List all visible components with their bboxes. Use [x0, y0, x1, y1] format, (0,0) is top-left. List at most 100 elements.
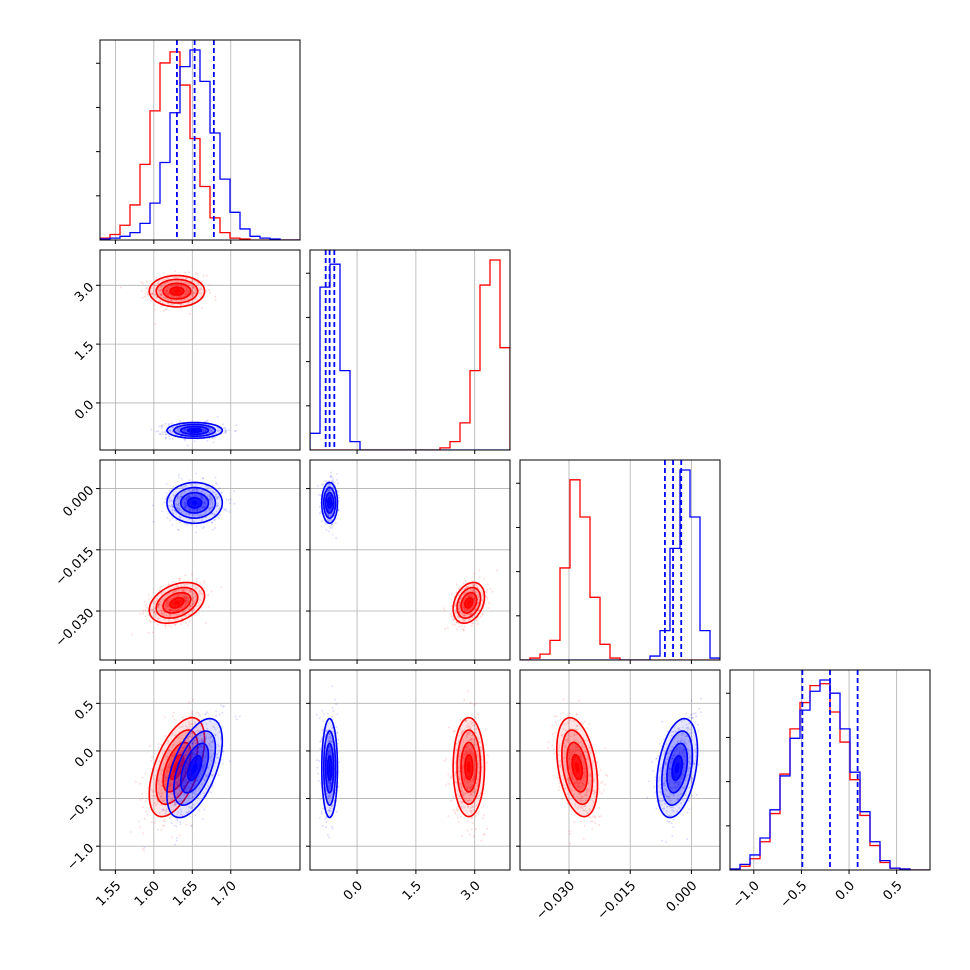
sample-point: [184, 740, 187, 743]
sample-point: [457, 594, 460, 597]
sample-point: [203, 502, 206, 505]
sample-point: [184, 574, 187, 577]
sample-point: [471, 805, 474, 808]
sample-point: [159, 586, 162, 589]
sample-point: [171, 438, 174, 440]
sample-point: [172, 580, 175, 583]
sample-point: [328, 750, 331, 753]
sample-point: [165, 289, 168, 292]
sample-point: [481, 594, 484, 597]
sample-point: [449, 775, 452, 778]
sample-point: [152, 504, 155, 507]
sample-point: [188, 495, 191, 498]
sample-point: [321, 709, 324, 712]
sample-point: [213, 436, 216, 439]
sample-point: [172, 426, 175, 429]
sample-point: [335, 703, 338, 706]
sample-point: [482, 792, 485, 795]
sample-point: [168, 748, 171, 751]
sample-point: [164, 779, 166, 782]
sample-point: [461, 618, 464, 621]
sample-point: [192, 489, 195, 492]
sample-point: [181, 612, 184, 615]
sample-point: [185, 600, 188, 603]
sample-point: [160, 789, 163, 792]
sample-point: [475, 782, 478, 785]
sample-point: [183, 497, 186, 500]
sample-point: [207, 486, 210, 489]
sample-point: [201, 496, 204, 499]
sample-point: [470, 794, 473, 797]
sample-point: [176, 593, 179, 596]
sample-point: [174, 276, 177, 279]
sample-point: [327, 781, 330, 784]
sample-point: [458, 607, 461, 610]
sample-point: [151, 756, 154, 759]
sample-point: [464, 591, 467, 594]
sample-point: [205, 485, 208, 488]
sample-point: [329, 509, 332, 512]
sample-point: [151, 791, 154, 793]
sample-point: [327, 740, 330, 743]
sample-point: [461, 729, 464, 732]
sample-point: [193, 286, 196, 289]
sample-point: [484, 729, 487, 731]
sample-point: [151, 794, 154, 797]
sample-point: [172, 591, 174, 594]
sample-point: [164, 623, 167, 626]
sample-point: [158, 425, 161, 428]
sample-point: [144, 293, 147, 296]
sample-point: [211, 512, 214, 515]
sample-point: [171, 509, 174, 512]
sample-point: [185, 595, 187, 598]
sample-point: [318, 717, 321, 720]
sample-point: [331, 715, 334, 718]
sample-point: [477, 777, 480, 780]
sample-point: [168, 423, 171, 425]
sample-point: [172, 285, 174, 288]
sample-point: [229, 760, 231, 763]
sample-point: [185, 504, 187, 507]
sample-point: [157, 747, 160, 750]
sample-point: [192, 599, 195, 602]
sample-point: [467, 608, 470, 611]
sample-point: [187, 739, 190, 742]
sample-point: [472, 585, 475, 588]
sample-point: [181, 606, 184, 609]
sample-point: [324, 817, 327, 820]
sample-point: [169, 496, 172, 499]
sample-point: [141, 289, 144, 292]
sample-point: [183, 769, 186, 772]
sample-point: [145, 604, 148, 606]
sample-point: [472, 585, 475, 587]
sample-point: [468, 794, 471, 797]
sample-point: [163, 799, 166, 802]
sample-point: [461, 619, 464, 621]
sample-point: [179, 813, 182, 816]
sample-point: [201, 722, 204, 725]
sample-point: [181, 748, 184, 751]
sample-point: [328, 836, 331, 839]
sample-point: [180, 749, 183, 752]
sample-point: [184, 602, 187, 605]
sample-point: [481, 599, 484, 602]
sample-point: [198, 745, 201, 748]
sample-point: [166, 293, 169, 296]
sample-point: [331, 807, 334, 810]
sample-point: [166, 766, 169, 769]
sample-point: [472, 780, 475, 783]
sample-point: [183, 771, 186, 774]
sample-point: [477, 770, 479, 773]
sample-point: [188, 283, 191, 285]
sample-point: [201, 593, 203, 595]
sample-point: [214, 299, 217, 302]
sample-point: [203, 759, 206, 762]
sample-point: [171, 426, 174, 429]
sample-point: [190, 604, 193, 607]
sample-point: [473, 738, 475, 741]
sample-point: [183, 753, 186, 756]
sample-point: [456, 816, 459, 819]
sample-point: [477, 602, 480, 605]
sample-point: [327, 809, 330, 812]
sample-point: [188, 290, 191, 293]
